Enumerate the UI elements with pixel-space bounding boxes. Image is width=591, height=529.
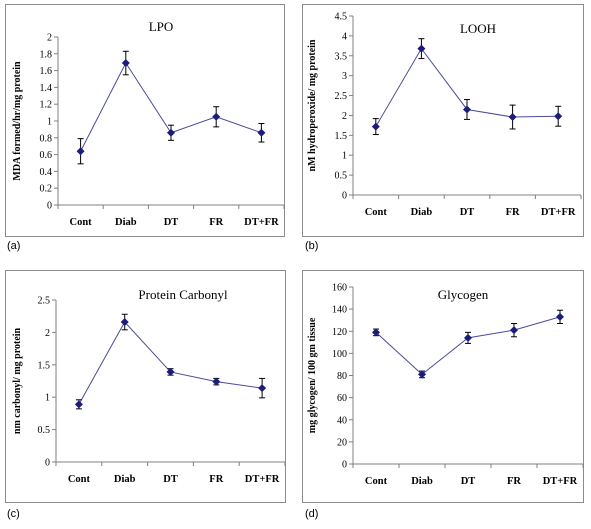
- lpo-y-tick-label: 2: [47, 33, 52, 44]
- protein-carbonyl-x-tick-label: Cont: [68, 474, 91, 485]
- lpo-x-tick-label: DT+FR: [244, 217, 279, 228]
- lpo-data-point: [167, 128, 175, 137]
- glycogen-x-tick-label: Diab: [411, 476, 433, 487]
- chart-panel-looh: LOOH 0 0.5 1 1.5 2 2.5 3 3.5 4 4.5 Cont Diab DT FR DT+F…: [302, 4, 584, 237]
- glycogen-x-tick-label: DT+FR: [543, 476, 578, 487]
- protein-carbonyl-y-axis-label: nm carbonyl/ mg protein: [12, 327, 23, 434]
- glycogen-y-tick-label: 160: [332, 283, 347, 294]
- glycogen-y-tick-label: 100: [332, 349, 347, 360]
- glycogen-data-point: [372, 328, 380, 337]
- looh-data-point: [508, 113, 517, 122]
- lpo-data-point: [257, 128, 266, 137]
- chart-panel-glycogen: Glycogen 0 20 40 60 80 100 120 140 160 Cont Diab DT F…: [302, 270, 584, 503]
- looh-chart-svg: LOOH 0 0.5 1 1.5 2 2.5 3 3.5 4 4.5 Cont Diab DT FR DT+F…: [307, 12, 582, 218]
- glycogen-y-tick-label: 0: [342, 460, 347, 471]
- protein-carbonyl-y-tick-label: 0: [45, 458, 50, 469]
- looh-data-point: [463, 105, 471, 114]
- glycogen-y-tick-label: 60: [337, 393, 347, 404]
- lpo-y-tick-label: 1.4: [40, 83, 53, 94]
- lpo-x-tick-label: DT: [164, 217, 179, 228]
- glycogen-y-tick-label: 140: [332, 305, 347, 316]
- glycogen-data-point: [510, 326, 518, 335]
- looh-x-tick-label: FR: [506, 207, 520, 218]
- protein-carbonyl-y-tick-label: 2: [45, 328, 50, 339]
- glycogen-x-tick-label: Cont: [365, 476, 388, 487]
- looh-y-tick-label: 1.5: [335, 131, 348, 142]
- lpo-y-tick-label: 0.2: [40, 184, 53, 195]
- lpo-data-point: [121, 59, 130, 68]
- lpo-y-tick-label: 1.2: [40, 100, 53, 111]
- looh-x-tick-label: DT: [460, 207, 475, 218]
- lpo-y-tick-label: 0: [47, 201, 52, 212]
- chart-panel-lpo: LPO 0 0.2 0.4 0.6 0.8 1 1.2 1.4 1.6 1.8 2 Cont Diab DT…: [5, 4, 285, 237]
- lpo-data-point: [76, 147, 85, 156]
- protein-carbonyl-data-point: [212, 377, 221, 386]
- glycogen-data-point: [418, 370, 426, 379]
- glycogen-y-axis-label: mg glycogen/ 100 gm tissue: [307, 317, 318, 433]
- glycogen-y-tick-label: 80: [337, 371, 347, 382]
- panel-label-d: (d): [305, 508, 319, 520]
- panel-label-c: (c): [7, 508, 20, 520]
- glycogen-y-tick-label: 40: [337, 415, 347, 426]
- looh-y-tick-label: 1: [342, 151, 347, 162]
- protein-carbonyl-chart-svg: Protein Carbonyl 0 0.5 1 1.5 2 2.5 Cont Diab DT FR…: [12, 287, 286, 485]
- glycogen-y-tick-label: 20: [337, 437, 347, 448]
- protein-carbonyl-data-point: [166, 367, 175, 376]
- chart-panel-protein-carbonyl: Protein Carbonyl 0 0.5 1 1.5 2 2.5 Cont Diab DT FR…: [5, 270, 286, 503]
- lpo-y-tick-label: 0.4: [40, 167, 53, 178]
- glycogen-x-tick-label: DT: [461, 476, 476, 487]
- looh-y-tick-label: 2: [342, 111, 347, 122]
- looh-y-tick-label: 3.5: [335, 51, 348, 62]
- lpo-x-tick-label: Cont: [70, 217, 93, 228]
- panel-label-a: (a): [7, 240, 21, 252]
- looh-y-tick-label: 0: [342, 191, 347, 202]
- glycogen-data-point: [556, 312, 564, 321]
- looh-x-tick-label: Cont: [365, 207, 388, 218]
- lpo-data-point: [212, 112, 221, 121]
- looh-y-tick-label: 4: [342, 31, 347, 42]
- looh-y-axis-label: nM hydroperoxide/ mg protein: [307, 39, 318, 171]
- panel-label-b: (b): [305, 240, 319, 252]
- looh-data-point: [417, 44, 426, 53]
- lpo-y-tick-label: 1.6: [40, 66, 53, 77]
- protein-carbonyl-y-tick-label: 0.5: [38, 425, 51, 436]
- lpo-x-tick-label: Diab: [115, 217, 137, 228]
- looh-title: LOOH: [460, 21, 496, 36]
- lpo-y-tick-label: 1.8: [40, 49, 53, 60]
- lpo-y-axis-label: MDA formed/hr/mg protein: [12, 61, 23, 181]
- protein-carbonyl-series-line: [78, 321, 263, 405]
- protein-carbonyl-y-tick-label: 2.5: [38, 296, 51, 307]
- protein-carbonyl-x-tick-label: DT+FR: [245, 474, 280, 485]
- glycogen-series-line: [375, 316, 561, 376]
- protein-carbonyl-y-tick-label: 1.5: [38, 360, 51, 371]
- looh-y-tick-label: 3: [342, 71, 347, 82]
- looh-y-tick-label: 4.5: [335, 12, 348, 23]
- protein-carbonyl-y-tick-label: 1: [45, 393, 50, 404]
- glycogen-x-tick-label: FR: [507, 476, 521, 487]
- looh-data-point: [371, 122, 380, 131]
- lpo-y-tick-label: 0.6: [40, 150, 53, 161]
- lpo-title: LPO: [149, 19, 174, 34]
- glycogen-data-point: [464, 333, 472, 342]
- protein-carbonyl-x-tick-label: Diab: [114, 474, 136, 485]
- protein-carbonyl-data-point: [74, 400, 83, 409]
- looh-y-tick-label: 2.5: [335, 91, 348, 102]
- protein-carbonyl-data-point: [258, 384, 267, 393]
- protein-carbonyl-x-tick-label: FR: [209, 474, 223, 485]
- glycogen-chart-svg: Glycogen 0 20 40 60 80 100 120 140 160 Cont Diab DT F…: [307, 283, 584, 487]
- lpo-x-tick-label: FR: [209, 217, 223, 228]
- lpo-y-tick-label: 1: [47, 117, 52, 128]
- glycogen-y-tick-label: 120: [332, 327, 347, 338]
- lpo-y-tick-label: 0.8: [40, 133, 53, 144]
- looh-x-tick-label: Diab: [411, 207, 433, 218]
- glycogen-title: Glycogen: [438, 287, 489, 302]
- lpo-chart-svg: LPO 0 0.2 0.4 0.6 0.8 1 1.2 1.4 1.6 1.8 2 Cont Diab DT…: [12, 19, 285, 228]
- protein-carbonyl-data-point: [120, 318, 129, 327]
- looh-x-tick-label: DT+FR: [541, 207, 576, 218]
- protein-carbonyl-x-tick-label: DT: [163, 474, 178, 485]
- protein-carbonyl-title: Protein Carbonyl: [138, 287, 228, 302]
- looh-data-point: [554, 112, 563, 121]
- looh-y-tick-label: 0.5: [335, 171, 348, 182]
